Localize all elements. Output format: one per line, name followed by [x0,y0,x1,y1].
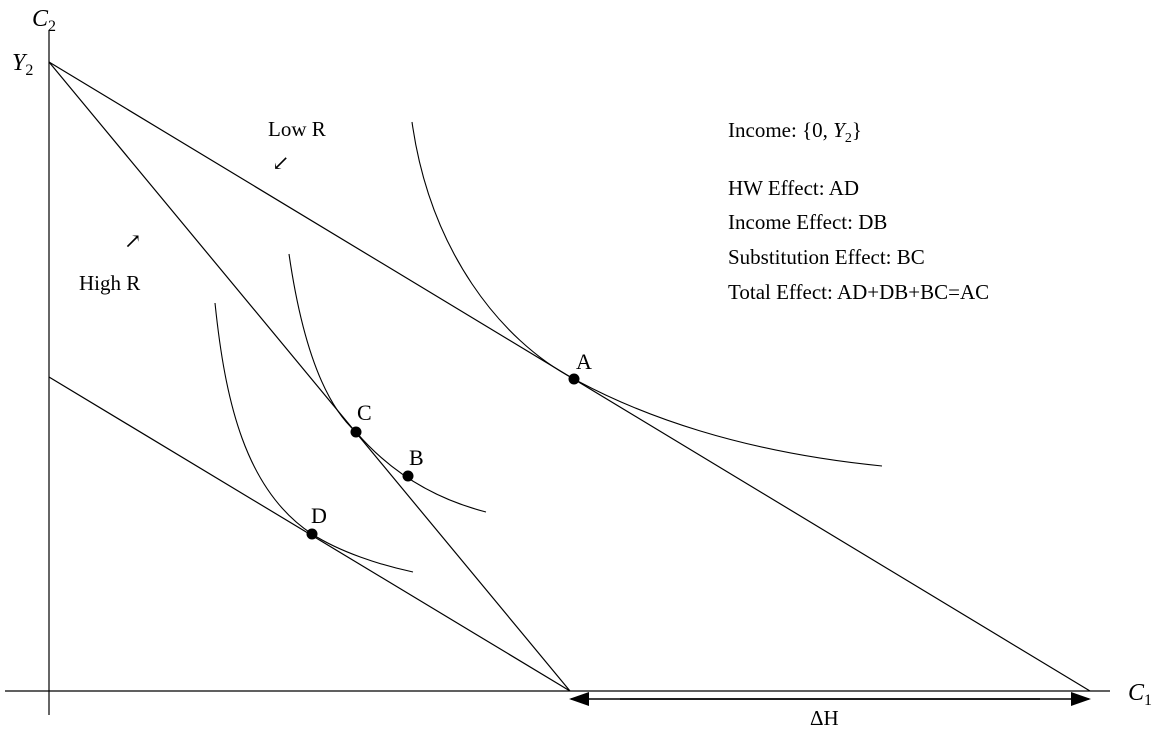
delta-h-label: ΔH [810,706,839,730]
point-d-label: D [311,503,327,528]
point-d-marker [306,528,318,540]
x-axis-label: C1 [1128,680,1152,709]
substitution-effect-note: Substitution Effect: BC [728,245,925,269]
indifference-curve-d [214,302,414,573]
point-b-marker [402,470,414,482]
income-effect-note: Income Effect: DB [728,210,887,234]
hw-effect-note: HW Effect: AD [728,176,859,200]
income-note: Income: {0, Y2} [728,118,862,146]
indifference-curve-bc [288,253,487,513]
high-r-arrow-icon: ↗ [124,229,142,253]
low-r-label: Low R [268,117,326,141]
y-axis-label: C2 [32,6,56,35]
high-r-label: High R [79,271,140,295]
total-effect-note: Total Effect: AD+DB+BC=AC [728,280,989,304]
low-r-arrow-icon: ↙ [272,151,290,175]
budget-line-high-r [48,61,571,692]
point-a-marker [568,373,580,385]
y-intercept-label: Y2 [12,50,33,79]
point-b-label: B [409,445,424,470]
point-a-label: A [576,349,592,374]
point-c-marker [350,426,362,438]
point-c-label: C [357,400,372,425]
